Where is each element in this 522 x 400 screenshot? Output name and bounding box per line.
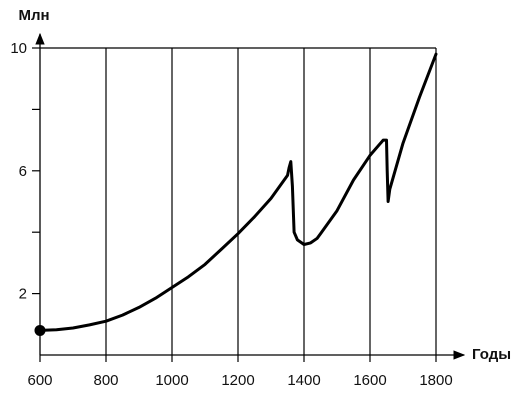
start-point-marker bbox=[34, 324, 46, 336]
vertical-gridlines bbox=[40, 47, 437, 355]
series-line-0 bbox=[38, 52, 438, 332]
x-tick-label-1200: 1200 bbox=[221, 372, 254, 389]
x-tick-label-1600: 1600 bbox=[353, 372, 386, 389]
y-tick-label-2: 2 bbox=[19, 286, 27, 303]
x-tick-label-1000: 1000 bbox=[155, 372, 188, 389]
y-tick-label-6: 6 bbox=[19, 163, 27, 180]
x-tick-label-1400: 1400 bbox=[287, 372, 320, 389]
x-tick-label-600: 600 bbox=[27, 372, 52, 389]
x-tick-label-1800: 1800 bbox=[419, 372, 452, 389]
x-tick-label-800: 800 bbox=[93, 372, 118, 389]
x-axis-label: Годы bbox=[472, 346, 511, 363]
series bbox=[34, 52, 438, 336]
y-tick-label-10: 10 bbox=[10, 40, 27, 57]
y-axis-label: Млн bbox=[18, 7, 49, 24]
tick-labels: 2 6 10 600 800 1000 1200 1400 1600 1800 bbox=[10, 40, 452, 389]
axes bbox=[32, 32, 466, 362]
